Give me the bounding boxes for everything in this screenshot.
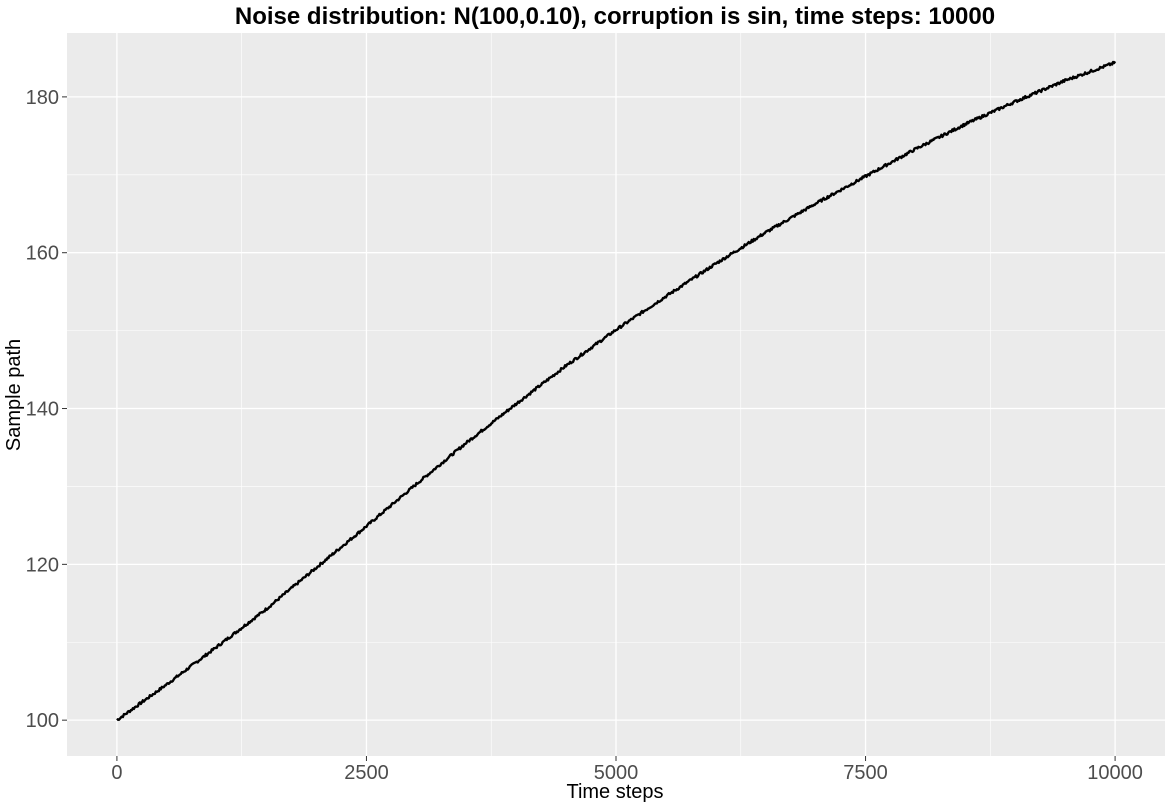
sample-path-line <box>116 60 1117 722</box>
y-tick-label: 120 <box>26 554 59 576</box>
x-tick-label: 7500 <box>843 762 888 784</box>
x-tick-label: 2500 <box>344 762 389 784</box>
x-tick-label: 10000 <box>1087 762 1143 784</box>
chart-title: Noise distribution: N(100,0.10), corrupt… <box>235 3 995 30</box>
y-axis: 100 120 140 160 180 <box>26 87 67 732</box>
y-axis-label: Sample path <box>3 339 25 451</box>
major-gridlines <box>67 33 1165 756</box>
x-tick-label: 0 <box>111 762 122 784</box>
x-axis-label: Time steps <box>566 781 663 803</box>
y-tick-label: 180 <box>26 87 59 109</box>
y-tick-label: 100 <box>26 710 59 732</box>
y-tick-label: 160 <box>26 243 59 265</box>
x-axis: 0 2500 5000 7500 10000 <box>111 756 1143 784</box>
y-tick-label: 140 <box>26 399 59 421</box>
x-tick-label: 5000 <box>594 762 639 784</box>
